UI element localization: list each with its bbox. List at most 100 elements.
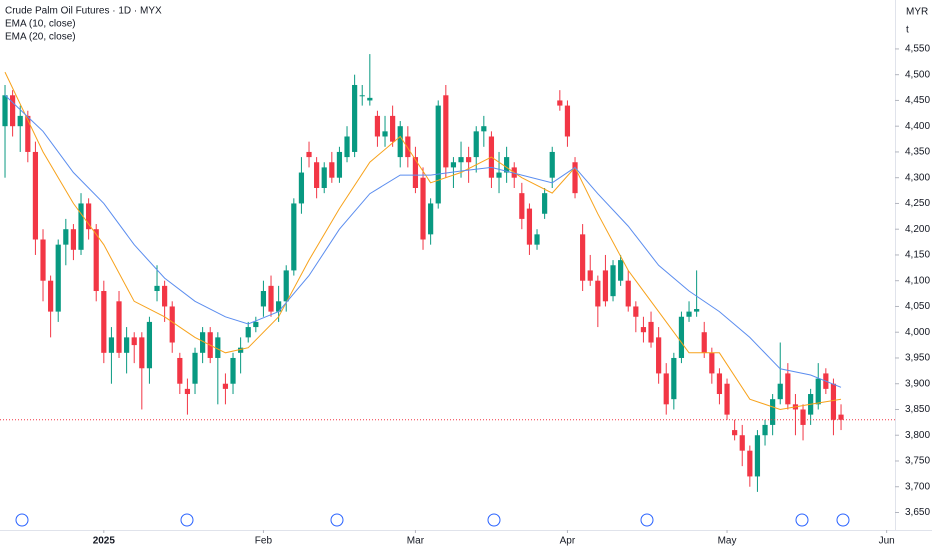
candle-body <box>420 177 426 240</box>
unit-label: t <box>906 25 909 36</box>
candle-body <box>101 291 107 353</box>
candle-body <box>146 321 153 369</box>
x-tick-label: Apr <box>560 536 576 547</box>
candle-body <box>260 291 267 307</box>
candle-body <box>63 229 69 245</box>
candle-body <box>504 157 510 173</box>
candle-body <box>374 115 381 137</box>
candle-body <box>762 424 768 436</box>
candle-body <box>770 399 776 425</box>
candle-body <box>701 332 707 353</box>
event-icon[interactable] <box>15 513 29 527</box>
candle-body <box>800 409 806 425</box>
y-tick-label: 3,650 <box>905 507 930 518</box>
candle-body <box>526 208 533 245</box>
candle-body <box>200 332 206 353</box>
candle-body <box>10 95 16 127</box>
candle-body <box>633 306 639 317</box>
candle-body <box>747 450 753 477</box>
candle-body <box>17 115 23 127</box>
candle-body <box>534 234 540 245</box>
candle-body <box>785 373 791 405</box>
candle-body <box>32 151 39 240</box>
candle-body <box>724 383 730 415</box>
candle-body <box>222 383 229 389</box>
candle-body <box>108 337 115 353</box>
legend-entry: EMA (10, close) <box>5 19 76 30</box>
candle-body <box>777 383 783 400</box>
candle-body <box>610 265 616 297</box>
candle-body <box>352 84 358 152</box>
candle-body <box>268 285 274 312</box>
y-tick-label: 3,950 <box>905 353 930 364</box>
candle-body <box>329 162 335 178</box>
candle-body <box>390 115 396 142</box>
candle-body <box>625 280 631 307</box>
candle-body <box>40 239 46 281</box>
candle-body <box>336 151 343 178</box>
event-icon[interactable] <box>795 513 809 527</box>
candle-body <box>139 337 145 369</box>
candle-body <box>291 203 297 271</box>
candle-body <box>238 347 244 353</box>
candle-body <box>602 270 609 302</box>
candle-body <box>184 388 191 395</box>
candle-body <box>283 270 289 302</box>
candle-body <box>306 151 312 158</box>
candle-body <box>93 229 99 292</box>
candle-body <box>473 131 479 158</box>
candle-body <box>55 244 61 312</box>
candle-body <box>709 352 715 374</box>
candle-body <box>686 311 692 317</box>
event-icon[interactable] <box>487 513 501 527</box>
candle-body <box>564 105 571 137</box>
y-tick-label: 4,550 <box>905 44 930 55</box>
candle-body <box>656 337 662 374</box>
y-tick-label: 4,200 <box>905 224 930 235</box>
currency-label: MYR <box>906 7 928 18</box>
candle-body <box>367 97 373 101</box>
y-tick-label: 4,050 <box>905 301 930 312</box>
candle-body <box>572 162 578 194</box>
y-tick-label: 3,900 <box>905 378 930 389</box>
candle-body <box>466 157 472 163</box>
candle-body <box>830 383 837 420</box>
candle-body <box>162 285 168 307</box>
candle-body <box>815 378 821 405</box>
x-tick-label: Jun <box>879 536 895 547</box>
event-icon[interactable] <box>640 513 654 527</box>
event-icon[interactable] <box>330 513 344 527</box>
candle-body <box>276 301 282 312</box>
y-tick-label: 4,400 <box>905 121 930 132</box>
candle-body <box>443 95 449 168</box>
candle-body <box>78 203 84 250</box>
candle-body <box>177 357 183 384</box>
y-tick-label: 4,300 <box>905 172 930 183</box>
y-tick-label: 4,100 <box>905 275 930 286</box>
y-tick-label: 4,350 <box>905 147 930 158</box>
candle-body <box>458 157 464 163</box>
candle-body <box>131 337 137 346</box>
candle-body <box>397 126 403 158</box>
candle-body <box>48 280 54 312</box>
candle-body <box>405 136 411 158</box>
candle-body <box>382 131 388 137</box>
candle-body <box>838 414 844 420</box>
candle-body <box>671 357 677 400</box>
y-tick-label: 3,800 <box>905 430 930 441</box>
candle-body <box>595 280 601 307</box>
candle-body <box>663 373 669 405</box>
x-tick-label: 2025 <box>93 536 116 547</box>
candle-body <box>412 157 419 188</box>
chart-title: Crude Palm Oil Futures · 1D · MYX <box>5 6 162 17</box>
candle-body <box>496 172 502 178</box>
candle-body <box>648 321 654 343</box>
candle-body <box>230 357 236 384</box>
event-icon[interactable] <box>836 513 850 527</box>
candle-body <box>359 95 365 97</box>
event-icon[interactable] <box>180 513 194 527</box>
candle-body <box>253 321 259 328</box>
candle-body <box>694 309 700 312</box>
candle-body <box>344 136 350 158</box>
candle-body <box>169 306 175 343</box>
